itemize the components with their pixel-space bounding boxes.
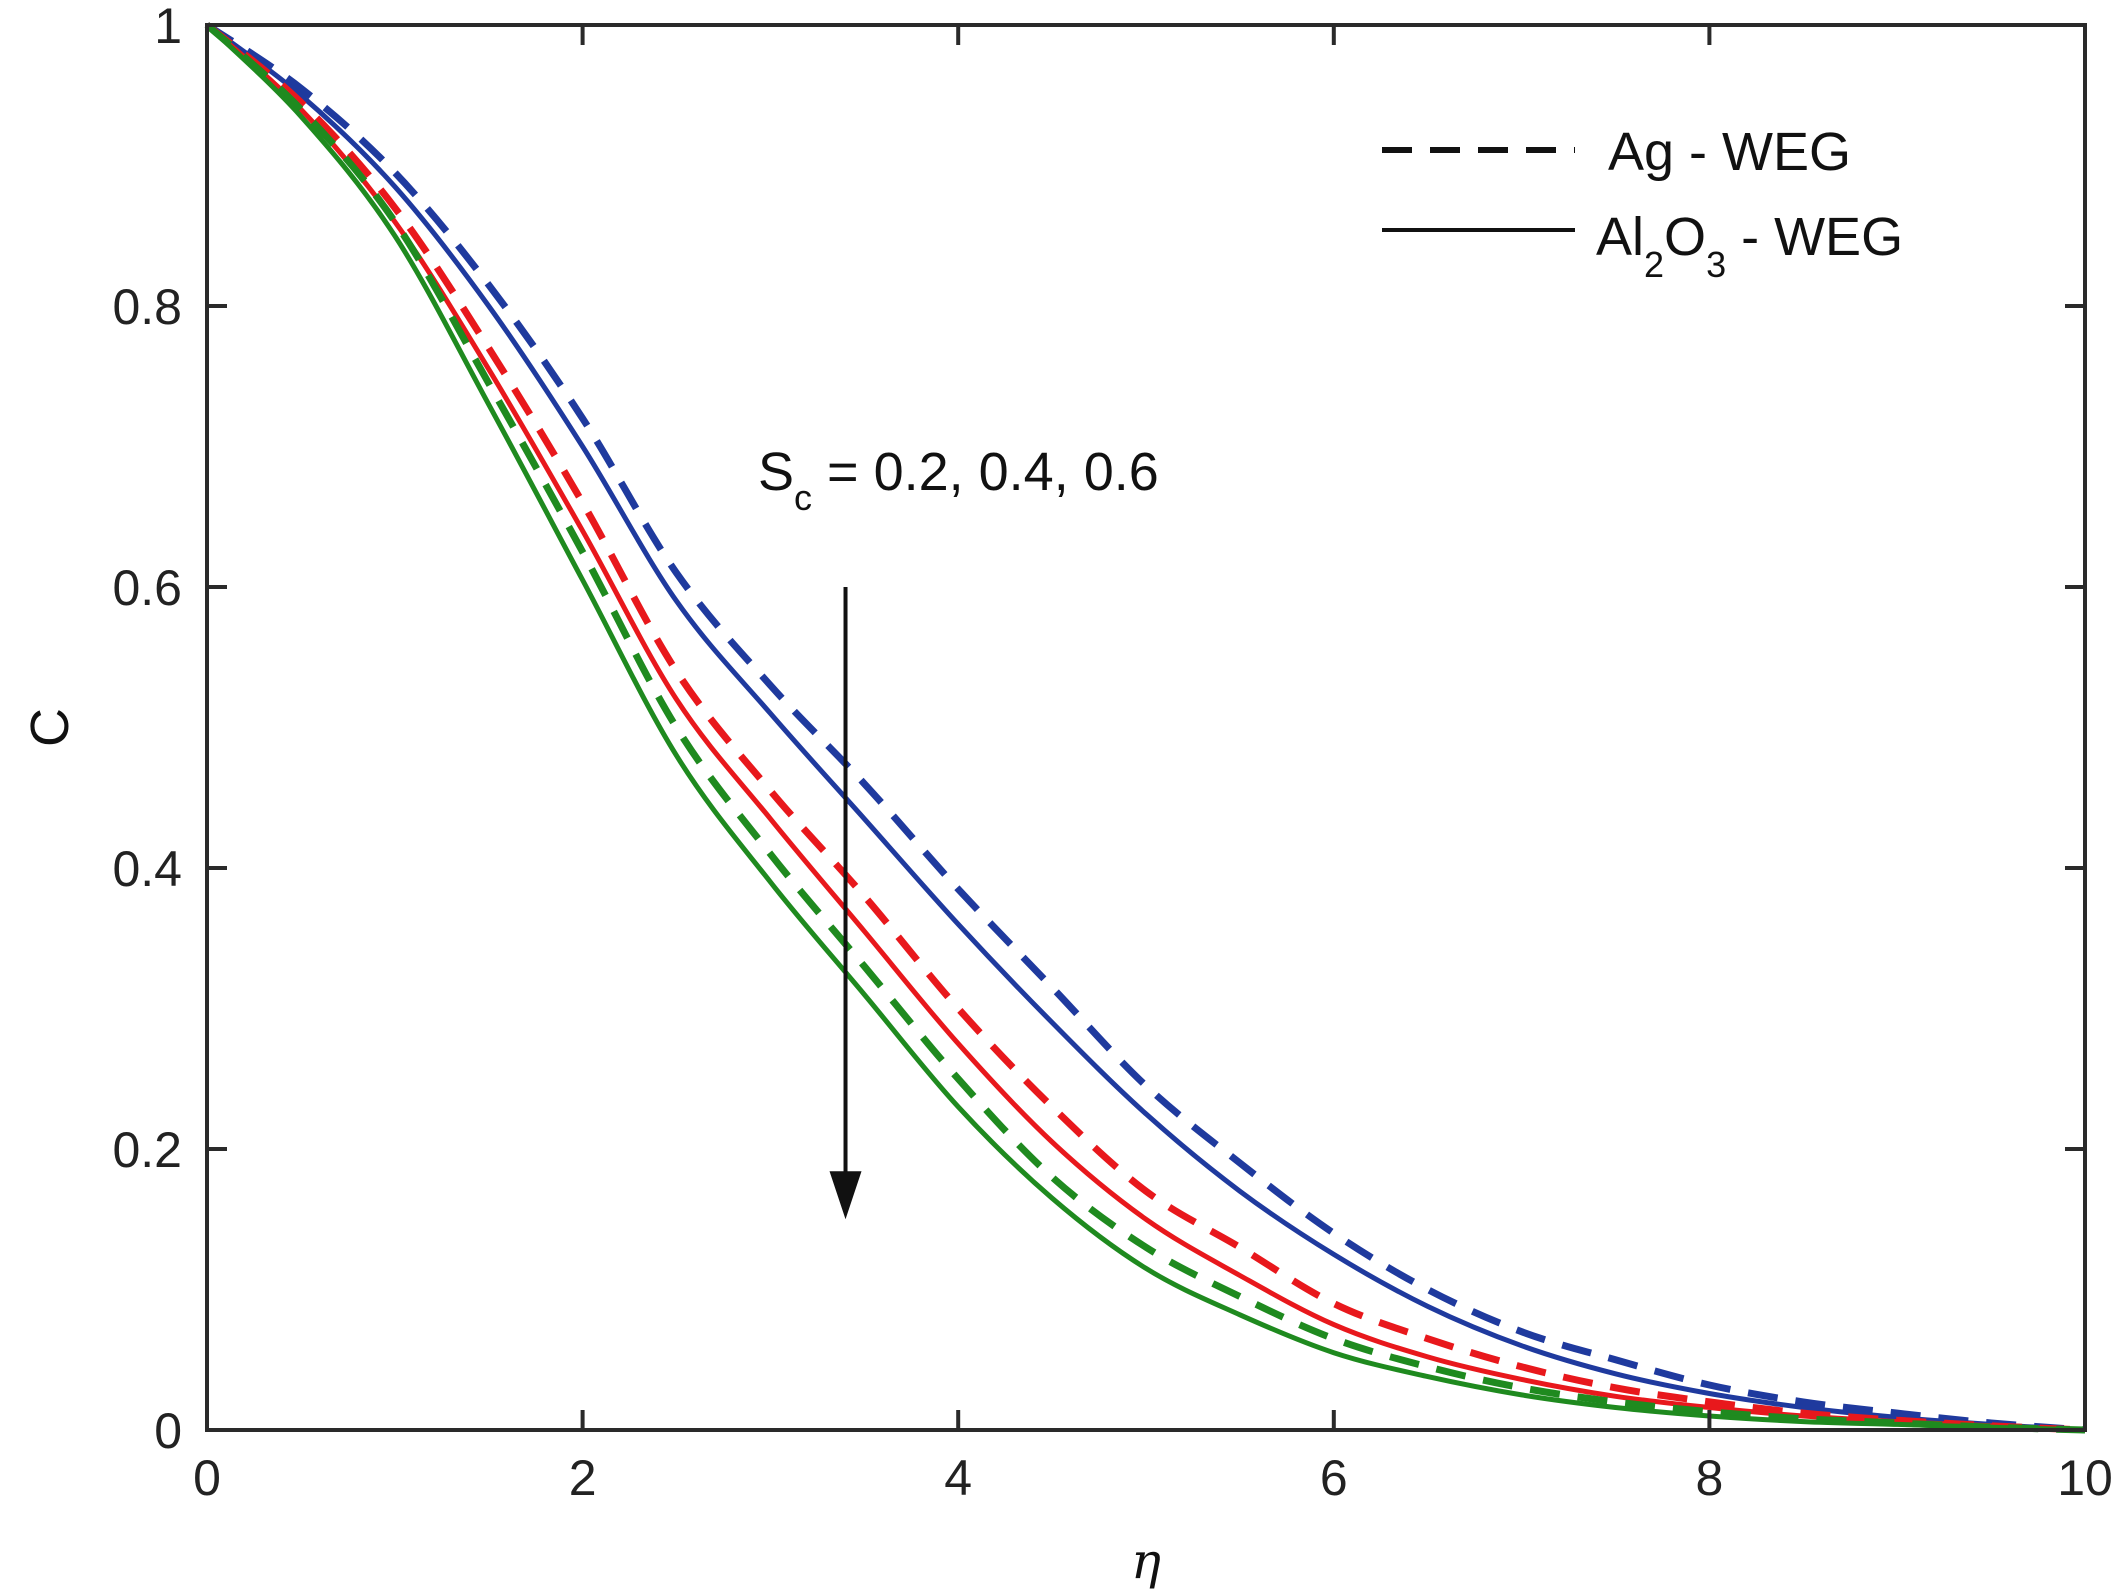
y-tick-label: 0.6 (112, 560, 182, 616)
x-tick-label: 2 (569, 1450, 597, 1506)
series-line-al2o3-sc-0-2 (205, 22, 2086, 1433)
x-tick-label: 10 (2057, 1450, 2113, 1506)
series-line-ag-sc-0-6 (204, 22, 2086, 1434)
y-tick-label: 0 (154, 1403, 182, 1459)
series-line-al2o3-sc-0-6 (205, 23, 2086, 1433)
x-tick-label: 4 (944, 1450, 972, 1506)
arrow-down-icon (829, 1171, 862, 1220)
y-tick-label: 0.8 (112, 279, 182, 335)
x-tick-label: 6 (1320, 1450, 1348, 1506)
y-tick-label: 0.2 (112, 1122, 182, 1178)
series-line-ag-sc-0-2 (205, 22, 2086, 1434)
y-tick-label: 1 (154, 0, 182, 54)
series-line-al2o3-sc-0-4 (205, 23, 2086, 1433)
legend-label-al2o3-weg: Al2O3 - WEG (1596, 207, 1903, 285)
y-axis-title: C (20, 708, 80, 747)
axes-layer: 0 2 4 6 8 10 0 0.2 0.4 0.6 0.8 1 η C (20, 0, 2113, 1590)
x-tick-label: 8 (1695, 1450, 1723, 1506)
x-tick-label: 0 (193, 1450, 221, 1506)
sc-annotation-label: Sc = 0.2, 0.4, 0.6 (758, 442, 1159, 518)
y-tick-label: 0.4 (112, 841, 182, 897)
legend: Ag - WEG Al2O3 - WEG (1382, 122, 1903, 285)
legend-label-ag-weg: Ag - WEG (1608, 122, 1851, 182)
sc-annotation: Sc = 0.2, 0.4, 0.6 (758, 442, 1159, 1220)
series-line-ag-sc-0-4 (204, 22, 2086, 1434)
series-layer (204, 22, 2086, 1434)
x-axis-title: η (1131, 1532, 1161, 1590)
plot-frame (205, 23, 2087, 1432)
